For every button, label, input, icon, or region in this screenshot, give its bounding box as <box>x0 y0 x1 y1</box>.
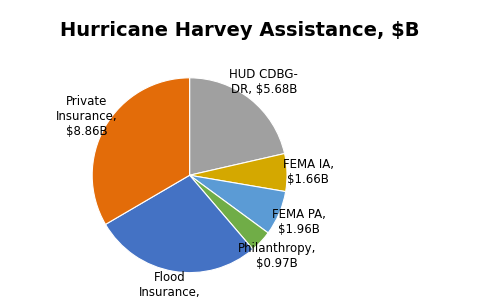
Wedge shape <box>92 78 190 225</box>
Wedge shape <box>190 175 286 233</box>
Text: FEMA PA,
$1.96B: FEMA PA, $1.96B <box>272 208 326 236</box>
Wedge shape <box>190 154 287 192</box>
Text: Hurricane Harvey Assistance, $B: Hurricane Harvey Assistance, $B <box>60 21 420 40</box>
Text: Private
Insurance,
$8.86B: Private Insurance, $8.86B <box>56 94 117 138</box>
Text: Flood
Insurance,
$7.38B: Flood Insurance, $7.38B <box>139 271 201 297</box>
Text: FEMA IA,
$1.66B: FEMA IA, $1.66B <box>283 158 334 186</box>
Wedge shape <box>190 78 285 175</box>
Text: Philanthropy,
$0.97B: Philanthropy, $0.97B <box>238 242 316 270</box>
Wedge shape <box>106 175 253 273</box>
Wedge shape <box>190 175 268 249</box>
Text: HUD CDBG-
DR, $5.68B: HUD CDBG- DR, $5.68B <box>229 68 298 96</box>
